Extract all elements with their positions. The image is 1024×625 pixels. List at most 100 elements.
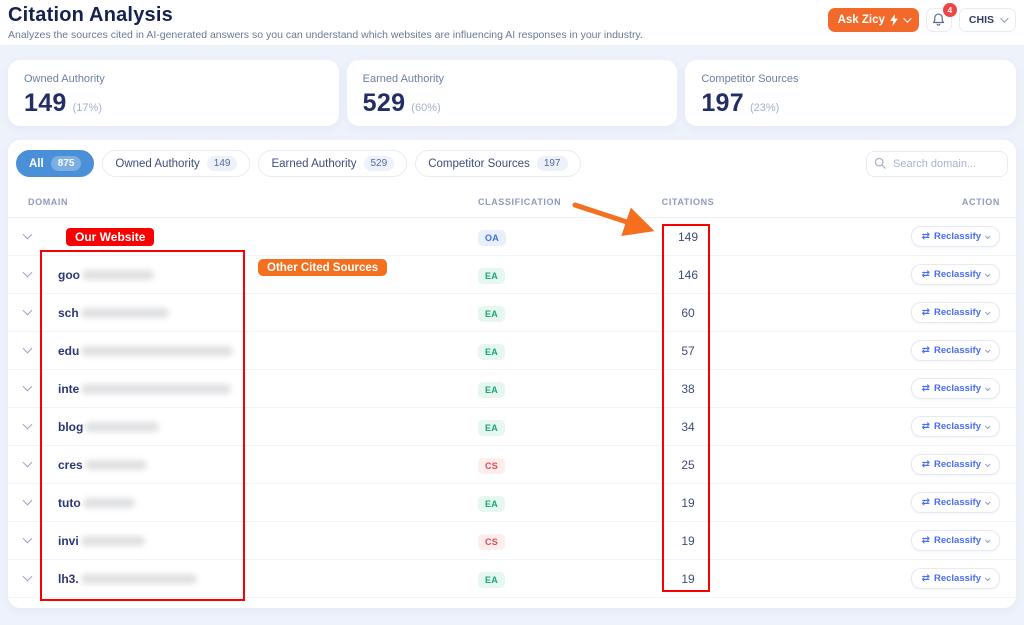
reclassify-label: Reclassify — [933, 497, 981, 509]
reclassify-button[interactable]: ⇄ Reclassify — [910, 378, 1000, 400]
table-row[interactable]: cres CS 25 ⇄ Reclassify — [8, 446, 1016, 484]
reclassify-button[interactable]: ⇄ Reclassify — [910, 454, 1000, 476]
search-icon — [874, 157, 886, 169]
domain-blurred-text — [80, 573, 197, 584]
table-row[interactable]: blog EA 34 ⇄ Reclassify — [8, 408, 1016, 446]
chevron-down-icon[interactable] — [22, 457, 32, 468]
tab-owned-authority[interactable]: Owned Authority 149 — [102, 150, 251, 177]
reclassify-button[interactable]: ⇄ Reclassify — [910, 416, 1000, 438]
tab-all[interactable]: All 875 — [16, 150, 95, 177]
reclassify-button[interactable]: ⇄ Reclassify — [910, 226, 1000, 248]
domain-cell: cres — [46, 458, 478, 472]
domain-cell: sch — [46, 306, 478, 320]
title-wrap: Citation Analysis Analyzes the sources c… — [8, 4, 828, 41]
reclassify-label: Reclassify — [933, 383, 981, 395]
classification-cell: CS — [478, 532, 638, 550]
classification-cell: EA — [478, 418, 638, 436]
chevron-down-icon[interactable] — [22, 533, 32, 544]
classification-badge: EA — [478, 419, 506, 436]
reclassify-label: Reclassify — [933, 269, 981, 281]
table-row[interactable]: sch EA 60 ⇄ Reclassify — [8, 294, 1016, 332]
tab-earned-authority[interactable]: Earned Authority 529 — [258, 150, 408, 177]
stat-card-owned-authority: Owned Authority 149 (17%) — [8, 60, 339, 126]
domain-blurred-text — [82, 269, 154, 280]
action-cell: ⇄ Reclassify — [738, 530, 1016, 552]
ask-zicy-button[interactable]: Ask Zicy — [827, 8, 919, 32]
reclassify-button[interactable]: ⇄ Reclassify — [910, 302, 1000, 324]
row-expander-cell — [8, 533, 46, 544]
domain-blurred-text — [85, 421, 160, 432]
domain-cell: Our Website — [46, 227, 478, 246]
stat-value: 197 — [701, 89, 744, 117]
domain-cell: lh3. — [46, 572, 478, 586]
reclassify-button[interactable]: ⇄ Reclassify — [910, 568, 1000, 590]
swap-arrows-icon: ⇄ — [921, 344, 930, 356]
citations-value: 34 — [681, 419, 695, 434]
chevron-down-icon[interactable] — [22, 495, 32, 506]
chevron-down-icon[interactable] — [22, 229, 32, 240]
row-expander-cell — [8, 419, 46, 430]
tab-competitor-sources[interactable]: Competitor Sources 197 — [415, 150, 581, 177]
reclassify-label: Reclassify — [933, 573, 981, 585]
page-title: Citation Analysis — [8, 4, 173, 26]
classification-badge: EA — [478, 381, 506, 398]
domain-prefix: inte — [58, 381, 80, 396]
chevron-down-icon[interactable] — [22, 381, 32, 392]
domain-cell: invi — [46, 534, 478, 548]
domain-blurred-text — [82, 497, 135, 508]
lightning-icon — [889, 14, 898, 26]
action-cell: ⇄ Reclassify — [738, 568, 1016, 590]
tab-count-badge: 529 — [363, 156, 395, 171]
domain-cell: blog — [46, 420, 478, 434]
chevron-down-icon[interactable] — [22, 571, 32, 582]
table-row[interactable]: edu EA 57 ⇄ Reclassify — [8, 332, 1016, 370]
chevron-down-icon[interactable] — [22, 343, 32, 354]
chevron-down-icon — [984, 309, 991, 315]
citations-value: 57 — [681, 343, 695, 358]
action-cell: ⇄ Reclassify — [738, 226, 1016, 248]
classification-badge: CS — [478, 533, 506, 550]
reclassify-button[interactable]: ⇄ Reclassify — [910, 530, 1000, 552]
domain-prefix: goo — [58, 267, 80, 282]
table-row[interactable]: invi CS 19 ⇄ Reclassify — [8, 522, 1016, 560]
reclassify-button[interactable]: ⇄ Reclassify — [910, 492, 1000, 514]
page-header: Citation Analysis Analyzes the sources c… — [0, 0, 1024, 46]
reclassify-button[interactable]: ⇄ Reclassify — [910, 264, 1000, 286]
table-row[interactable]: tuto EA 19 ⇄ Reclassify — [8, 484, 1016, 522]
table-row[interactable]: inte EA 38 ⇄ Reclassify — [8, 370, 1016, 408]
row-expander-cell — [8, 305, 46, 316]
notification-count-badge: 4 — [942, 3, 957, 17]
notifications-button[interactable]: 4 — [925, 3, 957, 32]
search-input[interactable] — [866, 150, 1008, 177]
table-row[interactable]: Our Website OA 149 ⇄ Reclassify — [8, 218, 1016, 256]
account-menu-button[interactable]: CHIS — [958, 8, 1016, 32]
chevron-down-icon — [984, 385, 991, 391]
chevron-down-icon[interactable] — [22, 267, 32, 278]
chevron-down-icon — [984, 575, 991, 581]
citations-value: 19 — [681, 571, 695, 586]
search-wrap — [866, 150, 1008, 177]
classification-badge: OA — [478, 229, 507, 246]
filter-tabs-row: All 875 Owned Authority 149 Earned Autho… — [8, 140, 1016, 187]
chevron-down-icon[interactable] — [22, 305, 32, 316]
swap-arrows-icon: ⇄ — [921, 230, 930, 242]
stat-cards: Owned Authority 149 (17%) Earned Authori… — [8, 60, 1017, 126]
tab-count-badge: 197 — [536, 156, 568, 171]
reclassify-label: Reclassify — [933, 535, 981, 547]
classification-badge: EA — [478, 305, 506, 322]
reclassify-label: Reclassify — [933, 307, 981, 319]
row-expander-cell — [8, 229, 46, 240]
chevron-down-icon[interactable] — [22, 419, 32, 430]
classification-badge: EA — [478, 267, 506, 284]
stat-card-competitor-sources: Competitor Sources 197 (23%) — [685, 60, 1017, 126]
classification-cell: EA — [478, 304, 638, 322]
reclassify-button[interactable]: ⇄ Reclassify — [910, 340, 1000, 362]
chevron-down-icon — [984, 537, 991, 543]
page-subtitle: Analyzes the sources cited in AI-generat… — [8, 29, 643, 41]
table-header-row: DOMAIN CLASSIFICATION CITATIONS ACTION — [8, 187, 1016, 218]
table-row[interactable]: goo EA 146 ⇄ Reclassify — [8, 256, 1016, 294]
reclassify-label: Reclassify — [933, 459, 981, 471]
table-row[interactable]: lh3. EA 19 ⇄ Reclassify — [8, 560, 1016, 598]
action-cell: ⇄ Reclassify — [738, 302, 1016, 324]
